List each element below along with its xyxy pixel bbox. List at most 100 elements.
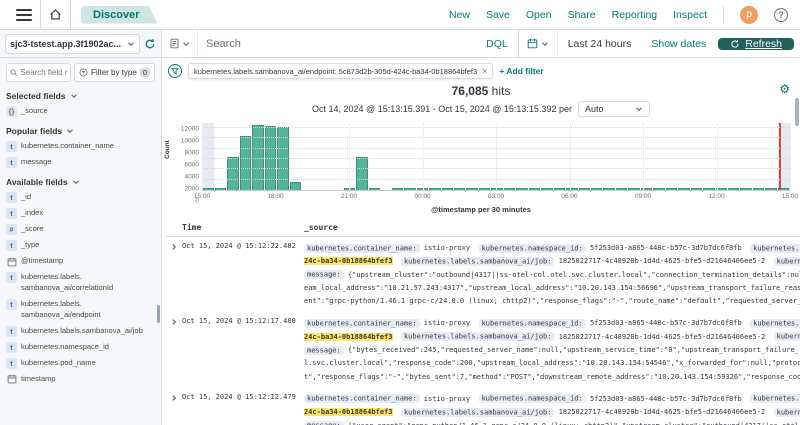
sidebar-section-popular-fields[interactable]: Popular fields: [6, 126, 155, 136]
histogram-bar[interactable]: [566, 188, 577, 190]
show-dates-button[interactable]: Show dates: [641, 38, 716, 50]
index-pattern-select[interactable]: sjc3-tstest.app.3f1902ac...: [5, 34, 140, 54]
expand-row-icon[interactable]: [166, 393, 182, 425]
field-search-input[interactable]: [20, 68, 67, 77]
nav-reporting[interactable]: Reporting: [612, 9, 658, 21]
field-value: 5f253d03-a865-448c-b57c-3d7b7dc6f8fb: [586, 319, 750, 327]
source-line: 24c-ba34-0b18864bfef3 kubernetes.labels.…: [304, 331, 800, 344]
histogram-bar[interactable]: [603, 188, 614, 190]
field-item[interactable]: tkubernetes.container_name: [6, 141, 155, 152]
histogram-bar[interactable]: [392, 188, 403, 190]
field-item[interactable]: timestamp: [6, 374, 155, 385]
histogram-bar[interactable]: [666, 188, 677, 190]
field-item[interactable]: #_score: [6, 224, 155, 235]
field-item[interactable]: tkubernetes.namespace_id: [6, 342, 155, 353]
histogram-bar[interactable]: [554, 188, 565, 190]
field-badge: kubernetes.container_name:: [304, 394, 420, 403]
refresh-button[interactable]: Refresh: [718, 38, 794, 50]
histogram-bar[interactable]: [466, 188, 477, 190]
field-item[interactable]: @timestamp: [6, 256, 155, 267]
breadcrumb-discover[interactable]: Discover: [81, 6, 157, 24]
gear-icon[interactable]: ⚙: [779, 82, 790, 96]
histogram-bar[interactable]: [240, 136, 251, 190]
histogram-bar[interactable]: [356, 157, 367, 191]
nav-save[interactable]: Save: [486, 9, 510, 21]
nav-new[interactable]: New: [449, 9, 470, 21]
sidebar-scrollbar[interactable]: [157, 305, 160, 323]
remove-filter-icon[interactable]: ×: [482, 66, 487, 76]
histogram-bar[interactable]: [215, 188, 226, 190]
histogram-bar[interactable]: [740, 188, 751, 190]
date-picker-button[interactable]: [519, 30, 558, 57]
home-icon[interactable]: [41, 0, 70, 29]
histogram-bar[interactable]: [678, 188, 689, 190]
field-item[interactable]: tmessage: [6, 157, 155, 168]
histogram-bar[interactable]: [529, 188, 540, 190]
index-pattern-block: sjc3-tstest.app.3f1902ac...: [0, 30, 162, 57]
field-badge: message:: [304, 270, 344, 279]
histogram-bar[interactable]: [454, 188, 465, 190]
histogram-bar[interactable]: [628, 188, 639, 190]
query-language-button[interactable]: DQL: [476, 30, 519, 57]
histogram-bar[interactable]: [203, 188, 214, 190]
field-item[interactable]: t_index: [6, 208, 155, 219]
histogram-bar[interactable]: [290, 182, 301, 190]
histogram-bar[interactable]: [653, 188, 664, 190]
histogram-bar[interactable]: [579, 188, 590, 190]
filter-pill[interactable]: kubernetes.labels.sambanova_ai/endpoint:…: [188, 63, 493, 79]
histogram-bar[interactable]: [753, 188, 764, 190]
field-item[interactable]: tkubernetes.labels.sambanova_ai/job: [6, 326, 155, 337]
field-search[interactable]: [6, 63, 71, 82]
histogram-bar[interactable]: [429, 188, 440, 190]
time-range-value[interactable]: Last 24 hours: [558, 38, 642, 50]
histogram-bar[interactable]: [442, 188, 453, 190]
histogram-bar[interactable]: [491, 188, 502, 190]
field-value: {"bytes_received":245,"requested_server_…: [344, 346, 800, 354]
field-item[interactable]: tkubernetes.labels. sambanova_ai/endpoin…: [6, 299, 155, 321]
nav-inspect[interactable]: Inspect: [673, 9, 707, 21]
histogram-bar[interactable]: [691, 188, 702, 190]
sidebar-section-selected-fields[interactable]: Selected fields: [6, 91, 155, 101]
histogram-bar[interactable]: [616, 188, 627, 190]
field-item[interactable]: t_type: [6, 240, 155, 251]
histogram-bar[interactable]: [479, 188, 490, 190]
field-badge: message:: [304, 346, 344, 355]
histogram-bar[interactable]: [541, 188, 552, 190]
column-header-time[interactable]: Time: [182, 223, 304, 232]
field-name: kubernetes.pod_name: [21, 358, 96, 369]
field-item[interactable]: tkubernetes.pod_name: [6, 358, 155, 369]
expand-row-icon[interactable]: [166, 242, 182, 308]
change-index-icon[interactable]: [144, 38, 156, 50]
menu-icon[interactable]: [16, 9, 32, 21]
field-name: kubernetes.labels. sambanova_ai/endpoint: [21, 299, 101, 321]
histogram-bar[interactable]: [369, 188, 380, 190]
nav-share[interactable]: Share: [568, 9, 596, 21]
histogram-bar[interactable]: [765, 188, 776, 190]
nav-open[interactable]: Open: [526, 9, 552, 21]
saved-query-menu[interactable]: [162, 30, 198, 57]
field-item[interactable]: tkubernetes.labels. sambanova_ai/correla…: [6, 272, 155, 294]
histogram-bar[interactable]: [504, 188, 515, 190]
column-header-source[interactable]: _source: [304, 223, 800, 232]
add-filter-button[interactable]: + Add filter: [499, 66, 543, 76]
field-item[interactable]: {}_source: [6, 106, 155, 117]
x-tick-label: 12:00: [708, 193, 724, 200]
help-icon[interactable]: ?: [774, 8, 788, 22]
histogram-bar[interactable]: [728, 188, 739, 190]
avatar[interactable]: p: [740, 6, 758, 24]
histogram-bar[interactable]: [703, 188, 714, 190]
interval-select[interactable]: Auto: [578, 101, 650, 117]
page-scrollbar[interactable]: [795, 98, 799, 126]
histogram-bar[interactable]: [591, 188, 602, 190]
histogram-bar[interactable]: [516, 188, 527, 190]
field-item[interactable]: t_id: [6, 192, 155, 203]
source-line: eam_local_address":"10.21.57.243:4317","…: [304, 282, 800, 295]
histogram-bar[interactable]: [404, 188, 415, 190]
filter-by-type-button[interactable]: Filter by type 0: [74, 63, 155, 82]
chevron-down-icon: [127, 40, 135, 48]
search-input[interactable]: [198, 38, 476, 50]
filter-options-icon[interactable]: [168, 64, 182, 78]
histogram-bar[interactable]: [227, 157, 238, 191]
expand-row-icon[interactable]: [166, 317, 182, 383]
sidebar-section-available-fields[interactable]: Available fields: [6, 177, 155, 187]
